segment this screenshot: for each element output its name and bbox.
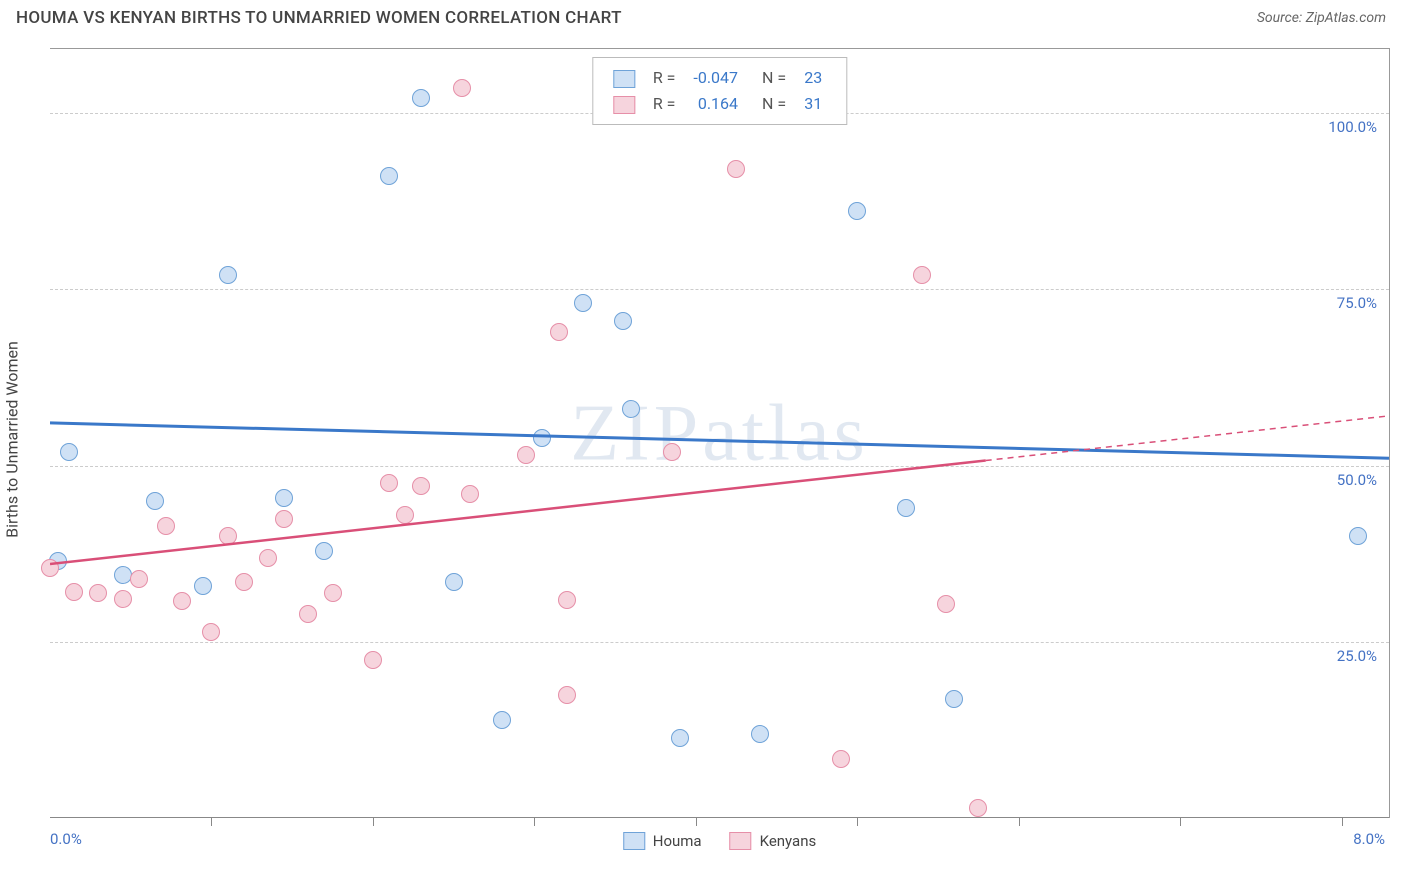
data-point — [194, 577, 212, 595]
data-point — [558, 591, 576, 609]
gridline — [50, 642, 1389, 643]
legend-label: Houma — [653, 832, 702, 850]
data-point — [574, 294, 592, 312]
legend-item: Houma — [623, 832, 702, 850]
scatter-plot: ZIPatlas 25.0%50.0%75.0%100.0% R =-0.047… — [50, 48, 1390, 818]
data-point — [945, 690, 963, 708]
stats-legend: R =-0.047N =23R =0.164N =31 — [592, 57, 847, 125]
data-point — [380, 474, 398, 492]
gridline — [50, 466, 1389, 467]
x-tick — [1180, 818, 1181, 826]
data-point — [315, 542, 333, 560]
series-legend: Houma Kenyans — [623, 832, 816, 850]
data-point — [259, 549, 277, 567]
data-point — [114, 590, 132, 608]
legend-item: Kenyans — [730, 832, 817, 850]
data-point — [173, 592, 191, 610]
data-point — [832, 750, 850, 768]
chart-title: HOUMA VS KENYAN BIRTHS TO UNMARRIED WOME… — [16, 8, 622, 28]
data-point — [146, 492, 164, 510]
data-point — [130, 570, 148, 588]
data-point — [275, 489, 293, 507]
gridline — [50, 289, 1389, 290]
data-point — [969, 799, 987, 817]
x-axis — [50, 817, 1389, 818]
x-max-label: 8.0% — [1353, 830, 1385, 848]
data-point — [897, 499, 915, 517]
source-attribution: Source: ZipAtlas.com — [1257, 10, 1386, 26]
data-point — [913, 266, 931, 284]
data-point — [380, 167, 398, 185]
data-point — [533, 429, 551, 447]
data-point — [622, 400, 640, 418]
legend-swatch — [623, 832, 645, 850]
data-point — [453, 79, 471, 97]
data-point — [1349, 527, 1367, 545]
data-point — [324, 584, 342, 602]
data-point — [157, 517, 175, 535]
data-point — [65, 583, 83, 601]
data-point — [114, 566, 132, 584]
y-tick-label: 50.0% — [1337, 471, 1377, 489]
y-axis-label: Births to Unmarried Women — [3, 341, 22, 538]
legend-label: Kenyans — [760, 832, 817, 850]
data-point — [202, 623, 220, 641]
data-point — [751, 725, 769, 743]
x-tick — [373, 818, 374, 826]
x-tick — [211, 818, 212, 826]
data-point — [445, 573, 463, 591]
data-point — [727, 160, 745, 178]
data-point — [60, 443, 78, 461]
data-point — [550, 323, 568, 341]
x-tick — [857, 818, 858, 826]
data-point — [412, 89, 430, 107]
data-point — [671, 729, 689, 747]
data-point — [663, 443, 681, 461]
data-point — [614, 312, 632, 330]
x-tick — [1019, 818, 1020, 826]
data-point — [396, 506, 414, 524]
stats-row: R =0.164N =31 — [605, 92, 830, 116]
data-point — [219, 527, 237, 545]
data-point — [364, 651, 382, 669]
data-point — [517, 446, 535, 464]
x-tick — [696, 818, 697, 826]
data-point — [412, 477, 430, 495]
legend-swatch — [613, 70, 635, 88]
x-tick — [534, 818, 535, 826]
data-point — [848, 202, 866, 220]
x-min-label: 0.0% — [50, 830, 82, 848]
stats-row: R =-0.047N =23 — [605, 66, 830, 90]
legend-swatch — [613, 96, 635, 114]
data-point — [89, 584, 107, 602]
data-point — [558, 686, 576, 704]
data-point — [41, 559, 59, 577]
data-point — [493, 711, 511, 729]
data-point — [275, 510, 293, 528]
y-tick-label: 25.0% — [1337, 647, 1377, 665]
y-tick-label: 75.0% — [1337, 294, 1377, 312]
x-tick — [1342, 818, 1343, 826]
data-point — [461, 485, 479, 503]
legend-swatch — [730, 832, 752, 850]
data-point — [219, 266, 237, 284]
data-point — [299, 605, 317, 623]
y-tick-label: 100.0% — [1328, 118, 1377, 136]
data-point — [937, 595, 955, 613]
data-point — [235, 573, 253, 591]
